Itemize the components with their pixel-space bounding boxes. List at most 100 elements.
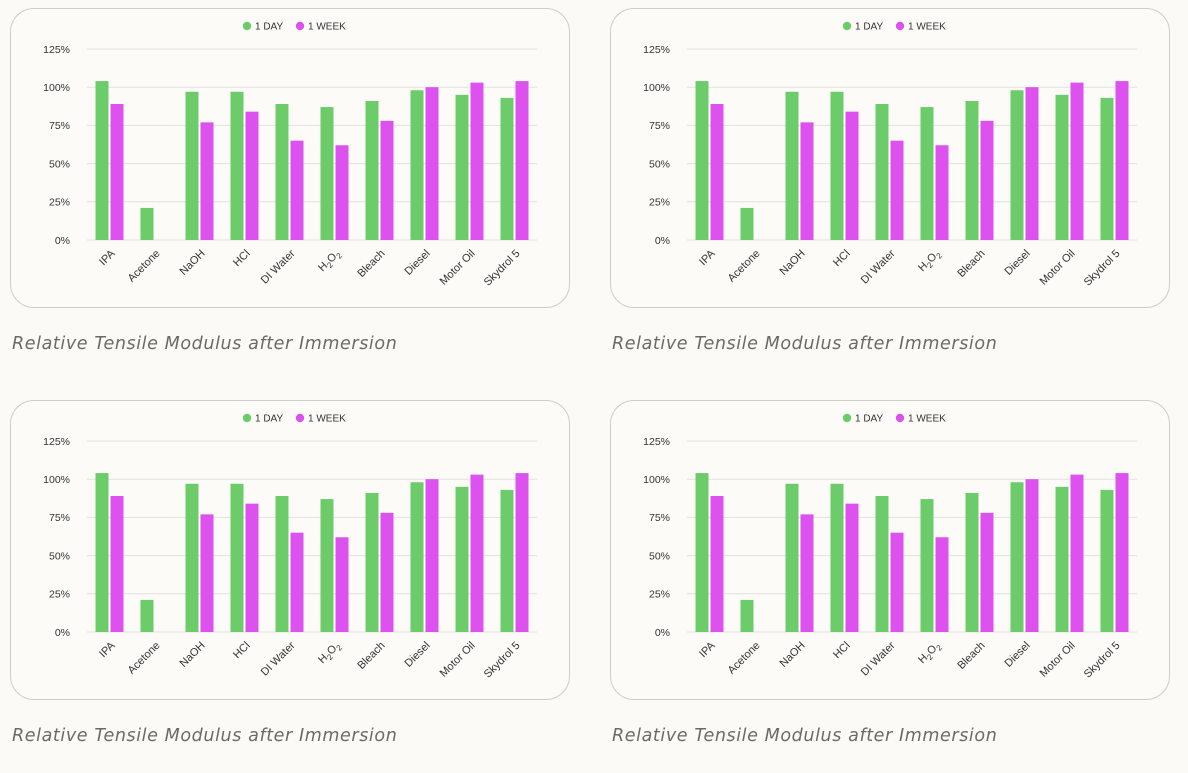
bar-1-day-naoh [785, 91, 799, 240]
bar-1-week-diesel [1025, 479, 1039, 632]
y-tick-label: 75% [649, 512, 670, 524]
legend-label-1-week: 1 WEEK [308, 414, 346, 425]
x-tick-label: Motor Oil [1038, 248, 1078, 288]
legend-marker-1-week [895, 413, 905, 423]
x-tick-label: HCl [231, 640, 252, 661]
bar-1-day-motor-oil [455, 94, 469, 240]
chart-card: 1 DAY 1 WEEK 0% 25% 50% 75% 100% 125% IPA Acetone… [610, 8, 1170, 308]
bar-1-week-skydrol-5 [1115, 81, 1129, 240]
x-tick-label: Bleach [955, 640, 987, 672]
legend-label-1-week: 1 WEEK [908, 22, 946, 33]
legend-marker-1-day [842, 21, 852, 31]
y-tick-label: 50% [49, 158, 70, 170]
chart-legend: 1 DAY 1 WEEK [242, 21, 346, 33]
bar-1-week-hcl [845, 503, 859, 632]
bar-1-day-h2o2 [920, 499, 934, 632]
x-tick-label: HCl [231, 248, 252, 269]
y-tick-label: 0% [655, 235, 670, 247]
x-tick-label: H2O2 [916, 639, 944, 667]
legend-label-1-day: 1 DAY [255, 414, 283, 425]
bar-1-day-bleach [965, 100, 979, 241]
bar-1-week-diesel [425, 479, 439, 632]
bar-chart: 1 DAY 1 WEEK 0% 25% 50% 75% 100% 125% IPA Acetone… [43, 21, 537, 289]
y-tick-label: 50% [649, 550, 670, 562]
bar-1-week-diesel [1025, 87, 1039, 240]
x-tick-label: Motor Oil [438, 640, 478, 680]
bar-1-day-h2o2 [920, 107, 934, 241]
bar-1-day-di-water [275, 104, 289, 241]
bar-1-day-bleach [365, 100, 379, 241]
bar-1-day-bleach [365, 492, 379, 632]
x-tick-label: Diesel [1003, 640, 1033, 670]
bar-1-day-diesel [410, 90, 424, 240]
legend-marker-1-day [242, 21, 252, 31]
y-tick-label: 75% [49, 120, 70, 132]
x-tick-label: Diesel [1003, 248, 1033, 278]
y-tick-label: 25% [649, 197, 670, 209]
bar-1-week-skydrol-5 [1115, 473, 1129, 632]
y-tick-label: 0% [655, 627, 670, 639]
bar-1-day-skydrol-5 [1100, 97, 1114, 241]
bar-1-day-ipa [695, 81, 709, 240]
y-tick-label: 125% [43, 44, 70, 56]
x-tick-label: Skydrol 5 [482, 248, 523, 289]
chart-caption: Relative Tensile Modulus after Immersion [12, 726, 398, 746]
legend-label-1-week: 1 WEEK [908, 414, 946, 425]
y-tick-label: 0% [55, 627, 70, 639]
bar-1-week-di-water [290, 140, 304, 240]
bar-1-week-di-water [890, 140, 904, 240]
bar-1-day-hcl [230, 483, 244, 632]
y-tick-label: 50% [649, 158, 670, 170]
bar-1-week-di-water [890, 532, 904, 632]
y-tick-label: 100% [43, 82, 70, 94]
x-tick-label: IPA [97, 247, 118, 268]
bar-1-day-ipa [695, 473, 709, 632]
legend-marker-1-week [295, 413, 305, 423]
legend-label-1-week: 1 WEEK [308, 22, 346, 33]
bar-1-week-ipa [110, 496, 124, 632]
chart-legend: 1 DAY 1 WEEK [242, 413, 346, 425]
bar-1-day-diesel [410, 482, 424, 632]
x-tick-label: DI Water [259, 639, 298, 678]
x-tick-label: DI Water [859, 639, 898, 678]
legend-label-1-day: 1 DAY [255, 22, 283, 33]
x-tick-label: NaOH [778, 248, 808, 278]
bar-chart: 1 DAY 1 WEEK 0% 25% 50% 75% 100% 125% IPA Acetone… [643, 21, 1137, 289]
y-tick-label: 125% [643, 436, 670, 448]
y-tick-label: 75% [649, 120, 670, 132]
bar-1-week-h2o2 [935, 537, 949, 632]
bar-1-day-acetone [740, 207, 754, 240]
x-tick-label: Motor Oil [438, 248, 478, 288]
y-tick-label: 100% [643, 474, 670, 486]
x-tick-label: Acetone [126, 640, 163, 677]
bar-1-day-h2o2 [320, 499, 334, 632]
bar-1-week-ipa [710, 496, 724, 632]
x-tick-label: H2O2 [316, 639, 344, 667]
chart-card: 1 DAY 1 WEEK 0% 25% 50% 75% 100% 125% IPA Acetone… [610, 400, 1170, 700]
x-tick-label: H2O2 [916, 247, 944, 275]
x-tick-label: NaOH [778, 640, 808, 670]
y-tick-label: 25% [49, 197, 70, 209]
x-tick-label: Skydrol 5 [1082, 640, 1123, 681]
x-tick-label: Bleach [355, 248, 387, 280]
x-tick-label: DI Water [259, 247, 298, 286]
bar-1-week-motor-oil [1070, 82, 1084, 240]
chart-card: 1 DAY 1 WEEK 0% 25% 50% 75% 100% 125% IPA Acetone… [10, 8, 570, 308]
bar-1-week-naoh [200, 122, 214, 240]
x-tick-label: H2O2 [316, 247, 344, 275]
x-tick-label: NaOH [178, 640, 208, 670]
x-tick-label: Acetone [126, 248, 163, 285]
bar-1-week-h2o2 [335, 145, 349, 240]
x-tick-label: DI Water [859, 247, 898, 286]
bar-1-day-motor-oil [1055, 486, 1069, 632]
bar-1-day-di-water [875, 496, 889, 632]
bar-1-day-naoh [785, 483, 799, 632]
x-tick-label: Motor Oil [1038, 640, 1078, 680]
bar-1-week-ipa [110, 104, 124, 241]
bar-1-day-ipa [95, 473, 109, 632]
chart-caption: Relative Tensile Modulus after Immersion [12, 334, 398, 354]
bar-1-week-bleach [980, 512, 994, 632]
x-tick-label: Diesel [403, 248, 433, 278]
bar-1-day-hcl [230, 91, 244, 240]
y-tick-label: 100% [643, 82, 670, 94]
